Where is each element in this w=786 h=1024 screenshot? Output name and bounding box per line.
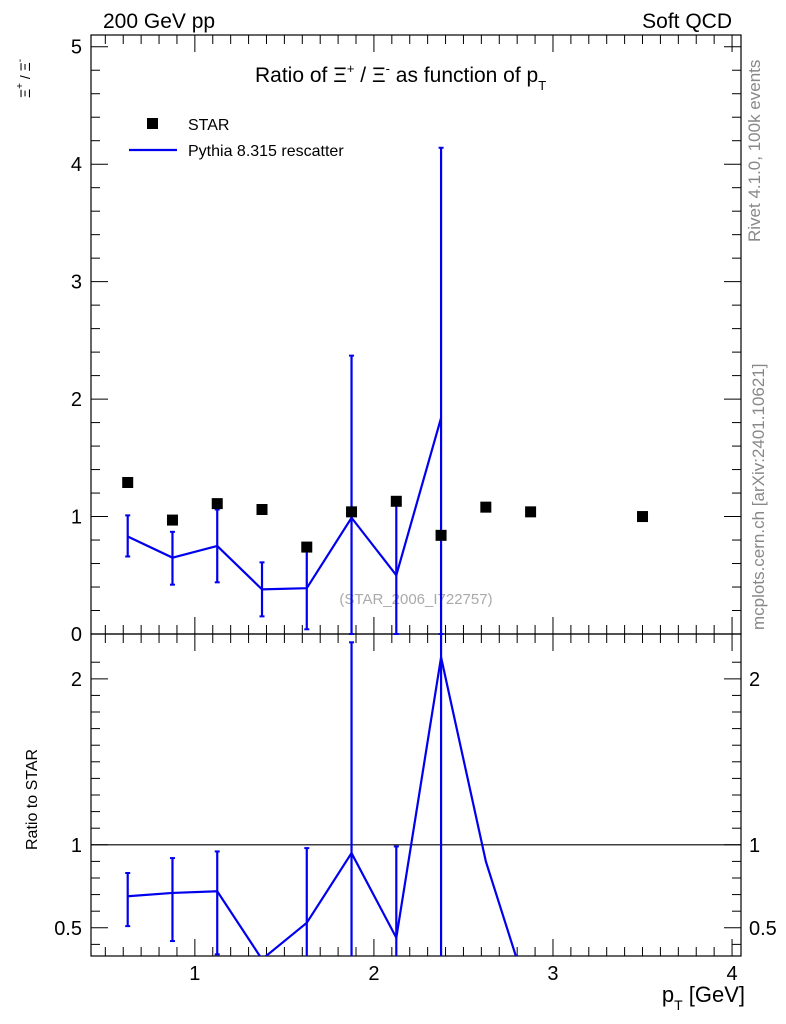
- legend: STAR Pythia 8.315 rescatter: [129, 117, 344, 160]
- star-data-point: [301, 541, 313, 553]
- x-tick-label: 1: [189, 963, 200, 985]
- main-axes: 0 1 2 3 4 5: [71, 35, 741, 646]
- main-y-tick-label: 3: [71, 272, 82, 294]
- ratio-y-tick-label: 2: [71, 669, 82, 691]
- ratio-y-tick-label: 0.5: [54, 918, 82, 940]
- ratio-y-tick-label-right: 2: [749, 669, 760, 691]
- star-data-point: [346, 506, 358, 518]
- star-data-point: [256, 504, 268, 516]
- x-tick-label: 2: [368, 963, 379, 985]
- star-data-point: [211, 498, 223, 510]
- x-tick-label: 4: [726, 963, 737, 985]
- ratio-clipped-group: [125, 634, 518, 956]
- star-data-point: [390, 495, 402, 507]
- star-data-point: [122, 476, 134, 488]
- ratio-y-tick-label-right: 0.5: [749, 918, 777, 940]
- main-y-tick-label: 5: [71, 37, 82, 59]
- star-data-point: [480, 501, 492, 513]
- ratio-y-axis-label: Ratio to STAR: [24, 749, 41, 850]
- legend-marker-star: [147, 118, 158, 129]
- star-data-point: [525, 506, 537, 518]
- main-y-tick-label: 0: [71, 624, 82, 646]
- star-data-point: [435, 529, 447, 541]
- main-y-tick-label: 2: [71, 389, 82, 411]
- svg-text:Ξ+ / Ξ-: Ξ+ / Ξ-: [15, 59, 33, 98]
- legend-label-star: STAR: [188, 117, 229, 134]
- ratio-pythia-line: [127, 657, 518, 956]
- rivet-label: Rivet 4.1.0, 100k events: [745, 60, 764, 242]
- pythia-line: [127, 417, 443, 591]
- x-axis-label: pT [GeV]: [662, 982, 745, 1013]
- analysis-watermark: (STAR_2006_I722757): [339, 591, 492, 608]
- star-data-point: [637, 511, 649, 523]
- ratio-axes: 1 2 3 4 0.5 0.5 1 1 2 2: [54, 634, 777, 985]
- main-y-axis-label: Ξ+ / Ξ-: [15, 59, 33, 98]
- ratio-panel-frame: [90, 633, 742, 957]
- main-y-tick-label: 1: [71, 507, 82, 529]
- ratio-y-tick-label: 1: [71, 835, 82, 857]
- ratio-y-tick-label-right: 1: [749, 835, 760, 857]
- main-marks: [122, 146, 649, 635]
- ratio-marks: [125, 634, 518, 956]
- header-left: 200 GeV pp: [103, 10, 215, 33]
- x-tick-label: 3: [547, 963, 558, 985]
- main-title: Ratio of Ξ+ / Ξ- as function of pT: [255, 61, 546, 93]
- mcplots-label: mcplots.cern.ch [arXiv:2401.10621]: [749, 364, 768, 630]
- legend-label-pythia: Pythia 8.315 rescatter: [188, 143, 344, 160]
- star-data-point: [166, 514, 178, 526]
- header-right: Soft QCD: [642, 10, 732, 33]
- main-y-tick-label: 4: [71, 154, 82, 176]
